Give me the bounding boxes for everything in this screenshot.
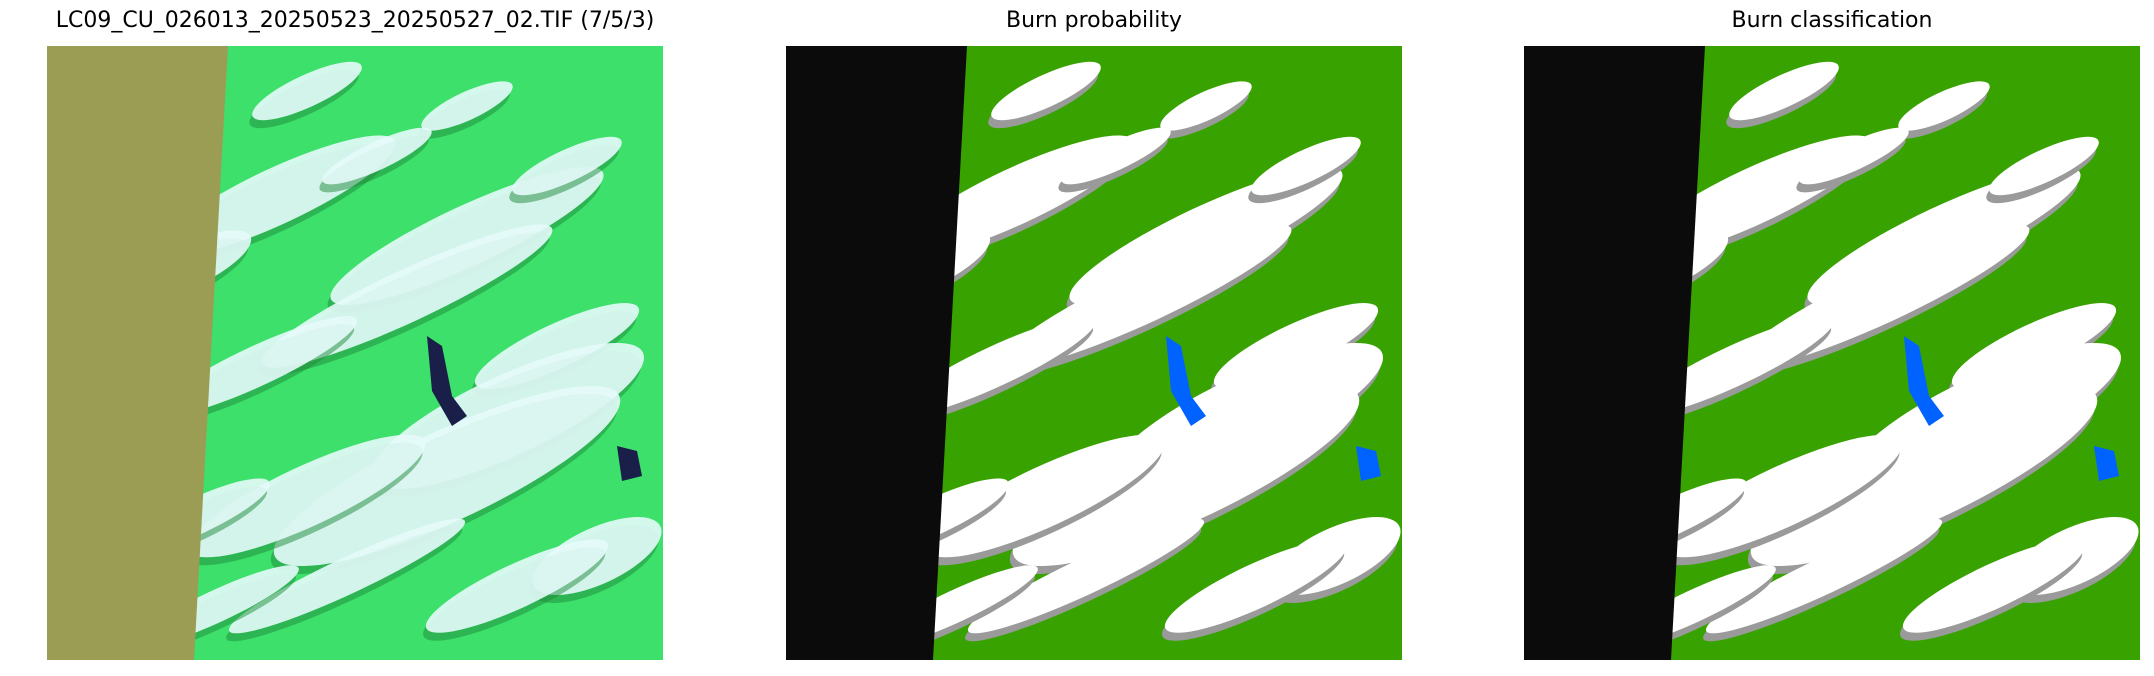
cloud bbox=[967, 518, 1205, 634]
water-body bbox=[427, 336, 467, 426]
cloud bbox=[512, 136, 622, 196]
nodata-region bbox=[47, 46, 228, 660]
cloud bbox=[1951, 303, 2117, 389]
cloud bbox=[1902, 539, 2086, 633]
cloud bbox=[1799, 127, 1909, 185]
cloud bbox=[1012, 385, 1360, 567]
water-body bbox=[617, 446, 642, 481]
panel-title-composite: LC09_CU_026013_20250523_20250527_02.TIF … bbox=[55, 8, 655, 33]
burn-probability-map bbox=[786, 46, 1402, 660]
water-body bbox=[2094, 446, 2119, 481]
cloud bbox=[474, 303, 640, 389]
burn-classification-map bbox=[1524, 46, 2140, 660]
nodata-region bbox=[786, 46, 967, 660]
cloud bbox=[322, 127, 432, 185]
cloud bbox=[421, 81, 513, 131]
cloud bbox=[927, 434, 1165, 558]
cloud bbox=[1213, 303, 1379, 389]
cloud bbox=[991, 61, 1101, 121]
cloud bbox=[228, 518, 466, 634]
cloud bbox=[1898, 81, 1990, 131]
nodata-region bbox=[1524, 46, 1705, 660]
cloud bbox=[1750, 385, 2098, 567]
water-body bbox=[1356, 446, 1381, 481]
cloud bbox=[188, 434, 426, 558]
cloud bbox=[273, 385, 621, 567]
cloud bbox=[1251, 136, 1361, 196]
water-body bbox=[1166, 336, 1206, 426]
water-body bbox=[1904, 336, 1944, 426]
cloud bbox=[1164, 539, 1348, 633]
cloud bbox=[1729, 61, 1839, 121]
cloud bbox=[1665, 434, 1903, 558]
cloud bbox=[252, 61, 362, 121]
cloud bbox=[1705, 518, 1943, 634]
cloud bbox=[1989, 136, 2099, 196]
composite-image bbox=[47, 46, 663, 660]
cloud bbox=[1061, 127, 1171, 185]
cloud bbox=[1160, 81, 1252, 131]
cloud bbox=[1807, 167, 2081, 305]
cloud bbox=[425, 539, 609, 633]
cloud bbox=[330, 167, 604, 305]
panel-title-classification: Burn classification bbox=[1731, 8, 1933, 33]
cloud bbox=[1069, 167, 1343, 305]
panel-title-probability: Burn probability bbox=[1005, 8, 1182, 33]
